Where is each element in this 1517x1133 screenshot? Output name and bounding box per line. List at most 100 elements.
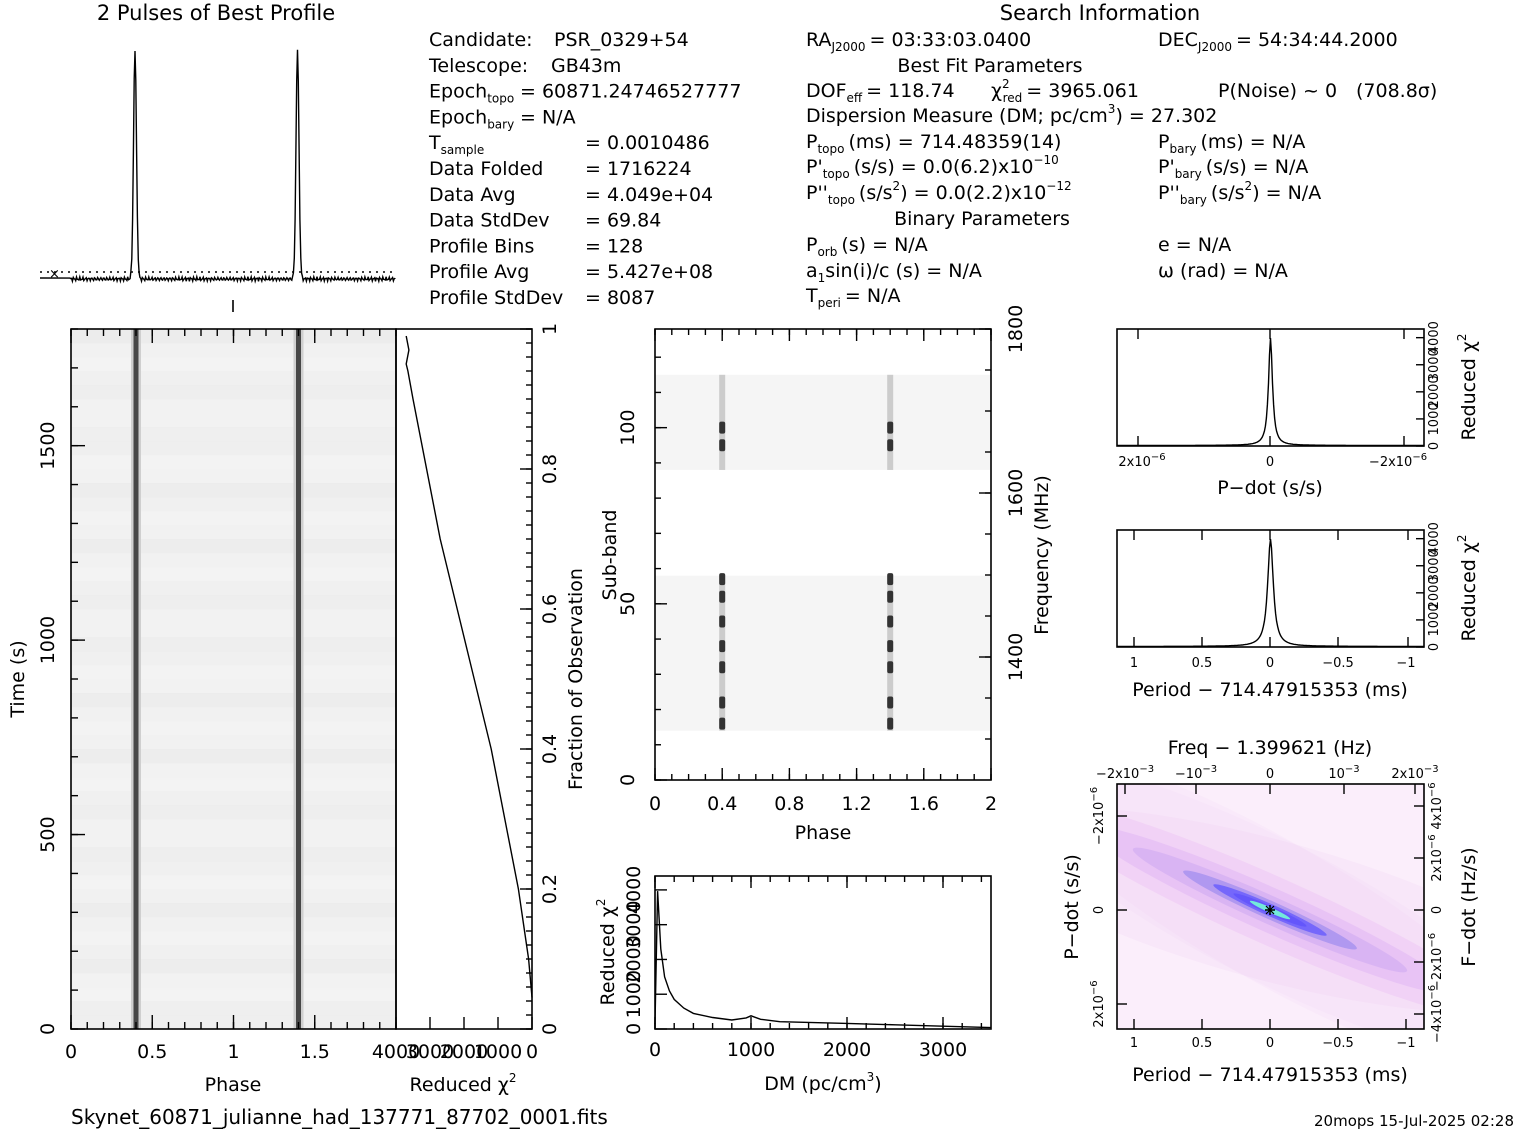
chi-time-xtick: 3000 [406,1041,454,1063]
best-fit-marker [1265,905,1275,915]
dm-chi-xtick: 2000 [823,1039,871,1061]
time-row [71,651,396,666]
time-phase-panel: 0 0.5 1 1.5 0 500 1000 1500 Phase Time (s) [7,300,397,1096]
dm-chi-xtick: 3000 [919,1039,967,1061]
pdot-chi-trace [1117,338,1424,447]
time-phase-ticks: 0 0.5 1 1.5 0 500 1000 1500 [37,328,397,1063]
time-row [71,819,396,834]
chi-time-ytick: 0 [539,1023,561,1035]
time-row [71,847,396,862]
subband-bright-spot [887,439,894,452]
chi-time-ylabel: Fraction of Observation [565,568,587,790]
pulse-track [133,329,139,1029]
info-label: Profile StdDev [429,287,563,309]
marker-d2 [1265,905,1275,915]
time-row [71,931,396,946]
info-value: = 0.0010486 [585,132,710,154]
subband-bright-spot [887,717,894,730]
subband-xtick: 0.8 [774,793,804,815]
period-pdot-xtick: 0 [1266,1036,1274,1051]
period-chi-xtick: 0 [1266,656,1274,671]
subband-bright-spot [887,696,894,709]
chi-time-ytick: 0.6 [539,594,561,624]
time-row [71,861,396,876]
time-row [71,903,396,918]
time-phase-xtick: 1.5 [300,1041,330,1063]
subband-bright-spot [719,439,726,452]
period-pdot-ytick: −2x10−6 [1089,787,1107,845]
time-phase-pulses [131,329,304,1029]
info-label: Telescope: [428,55,528,77]
subband-xtick: 1.6 [909,793,939,815]
subband-panel: 0 0.4 0.8 1.2 1.6 2 0 50 100 1400 1600 1800 Phase S… [599,305,1053,844]
pdot-chi-xtick: 2x10−6 [1118,452,1165,470]
subband-rows [655,374,991,731]
chi-ytick: 3000 [1427,348,1442,381]
time-phase-ytick: 1000 [37,616,59,664]
info-label: Candidate: [429,29,533,51]
period-pdot-xtick: 0.5 [1192,1036,1213,1051]
dm-chi-xtick: 0 [649,1039,661,1061]
time-row [71,553,396,568]
chi2-line: χ2 red = 3965.061 [991,77,1139,105]
subband-bright-spot [719,615,726,628]
pdot-chi-xtick: 0 [1266,455,1274,470]
time-row [71,567,396,582]
time-phase-xtick: 1 [227,1041,239,1063]
time-phase-xtick: 0 [65,1041,77,1063]
dm-chi-ylabel: Reduced χ2 [594,899,619,1006]
period-pdot-xtick: 1 [1130,1036,1138,1051]
time-row [71,707,396,722]
info-label: Data Folded [429,158,543,180]
subband-bright-spot [719,590,726,603]
chi-ytick: 2000 [1427,576,1442,609]
time-row [71,735,396,750]
subband-bright-spot [719,640,726,653]
subband-ticks: 0 0.4 0.8 1.2 1.6 2 0 50 100 1400 1600 1800 [617,305,1027,815]
period-pdot-x2tick: 0 [1266,767,1274,782]
subband-xlabel: Phase [795,822,852,844]
time-row [71,1001,396,1016]
period-chi-xtick: −0.5 [1322,656,1354,671]
profile-panel: × [39,49,396,284]
time-row [71,441,396,456]
chi-ytick: 0 [1427,643,1442,651]
time-row [71,777,396,792]
chi-time-xtick: 2000 [440,1041,488,1063]
time-row [71,833,396,848]
dm-chi-ytick: 2000 [623,935,645,983]
time-phase-xlabel: Phase [205,1074,262,1096]
period-chi-xtick: 0.5 [1192,656,1213,671]
subband-bright-spot [719,573,726,586]
chi-time-xtick: 1000 [474,1041,522,1063]
info-value: = 4.049e+04 [585,184,713,206]
subband-bright-spot [887,640,894,653]
time-row [71,889,396,904]
time-row [71,469,396,484]
info-value: = 8087 [585,287,655,309]
search-info-title: Search Information [1000,1,1200,25]
time-phase-ytick: 1500 [37,421,59,469]
time-row [71,805,396,820]
pdtopo-line: P'topo (s/s) = 0.0(6.2)x10−10 [806,153,1059,181]
time-row [71,595,396,610]
period-pdot-x2tick: −2x10−3 [1096,764,1154,782]
period-pdot-title: Freq − 1.399621 (Hz) [1168,737,1372,759]
period-chi-xlabel: Period − 714.47915353 (ms) [1132,679,1408,701]
time-phase-ytick: 500 [37,816,59,852]
best-fit-title: Best Fit Parameters [897,55,1082,77]
dm-chi-xtick: 1000 [727,1039,775,1061]
time-row [71,497,396,512]
chi-ytick: 3000 [1427,549,1442,582]
time-row [71,609,396,624]
time-row [71,665,396,680]
info-value: GB43m [551,55,621,77]
period-pdot-panel: Freq − 1.399621 (Hz) 1 0.5 0 −0.5 −1 −2x10−3 −… [1061,737,1480,1086]
time-row [71,371,396,386]
info-value: = 128 [585,235,643,257]
subband-bright-spot [887,661,894,674]
period-pdot-x2tick: −10−3 [1175,764,1217,782]
